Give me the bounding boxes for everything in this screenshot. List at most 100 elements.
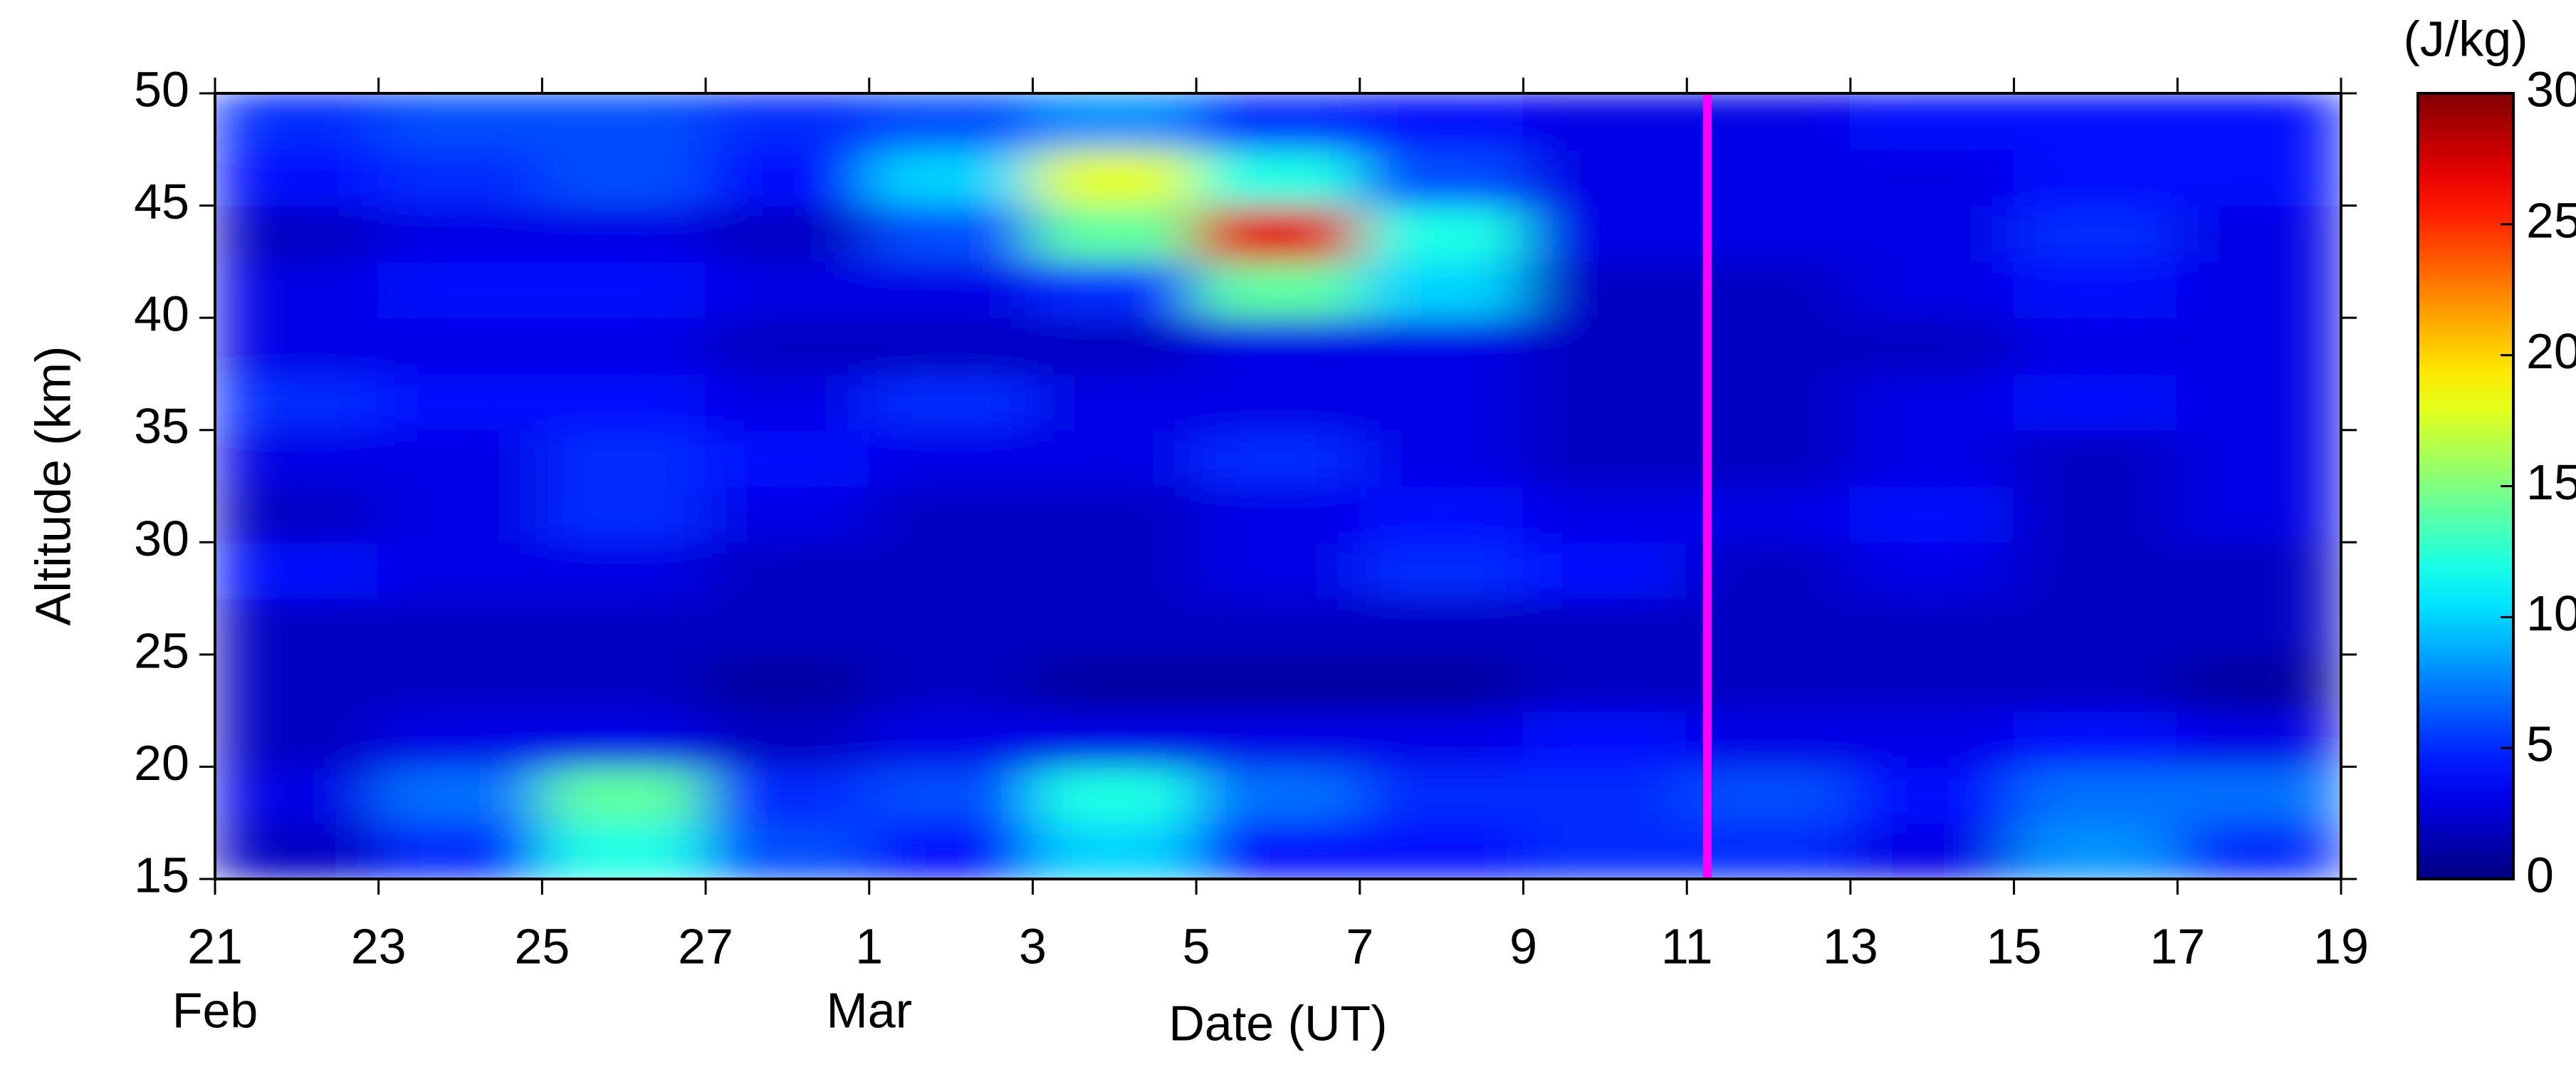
- cell: [1358, 204, 1524, 263]
- cell: [215, 541, 379, 600]
- colorbar-tick-label: 10: [2526, 586, 2576, 641]
- cell: [1849, 653, 2015, 712]
- cell: [1849, 373, 2015, 431]
- cell: [1849, 541, 2015, 600]
- cell: [2177, 429, 2341, 487]
- cell: [705, 261, 870, 319]
- cell: [541, 373, 707, 431]
- cell: [1358, 148, 1524, 207]
- cell: [1686, 766, 1851, 824]
- cell: [377, 373, 543, 431]
- cell: [1195, 541, 1361, 600]
- cell: [215, 709, 379, 768]
- cell: [1522, 204, 1688, 263]
- x-tick-label: 11: [1661, 918, 1713, 974]
- cell: [2177, 709, 2341, 768]
- cell: [1686, 709, 1851, 768]
- colorbar-label: (J/kg): [2404, 11, 2528, 66]
- cell: [1849, 148, 2015, 207]
- cell: [1849, 709, 2015, 768]
- cell: [868, 148, 1034, 207]
- cell: [1358, 317, 1524, 375]
- cell: [377, 485, 543, 543]
- cell: [1032, 653, 1198, 712]
- cell: [1686, 822, 1851, 879]
- cell: [1522, 822, 1688, 879]
- cell: [1686, 429, 1851, 487]
- cell: [1195, 598, 1361, 655]
- cell: [2013, 317, 2179, 375]
- cell: [1358, 653, 1524, 712]
- colorbar-tick-label: 15: [2526, 454, 2576, 510]
- cell: [1686, 541, 1851, 600]
- cell: [2013, 93, 2179, 150]
- cell: [2013, 148, 2179, 207]
- cell: [1849, 204, 2015, 263]
- y-tick-label: 30: [134, 511, 189, 566]
- cell: [868, 317, 1034, 375]
- cell: [705, 766, 870, 824]
- cell: [705, 822, 870, 879]
- cell: [377, 93, 543, 150]
- cell: [1032, 373, 1198, 431]
- cell: [1032, 429, 1198, 487]
- cell: [541, 709, 707, 768]
- cell: [1686, 148, 1851, 207]
- cell: [705, 653, 870, 712]
- cell: [1522, 373, 1688, 431]
- cell: [1032, 598, 1198, 655]
- cell: [705, 93, 870, 150]
- cell: [1849, 485, 2015, 543]
- cell: [541, 204, 707, 263]
- x-tick-label: 13: [1823, 918, 1878, 974]
- cell: [1686, 261, 1851, 319]
- cell: [215, 204, 379, 263]
- x-tick-label: 9: [1509, 918, 1537, 974]
- cell: [1195, 148, 1361, 207]
- cell: [1686, 93, 1851, 150]
- cell: [1195, 261, 1361, 319]
- cell: [215, 429, 379, 487]
- x-tick-label: 25: [514, 918, 570, 974]
- cell: [868, 261, 1034, 319]
- cell: [541, 822, 707, 879]
- cell: [868, 541, 1034, 600]
- x-tick-label: 5: [1183, 918, 1210, 974]
- cell: [1032, 541, 1198, 600]
- cell: [1195, 766, 1361, 824]
- cell: [1686, 598, 1851, 655]
- month-label: Mar: [826, 982, 912, 1038]
- cell: [2013, 261, 2179, 319]
- cell: [2177, 204, 2341, 263]
- cell: [215, 485, 379, 543]
- month-label: Feb: [172, 982, 258, 1038]
- x-tick-label: 21: [187, 918, 243, 974]
- cell: [377, 653, 543, 712]
- cell: [2177, 93, 2341, 150]
- cell: [377, 317, 543, 375]
- cell: [215, 317, 379, 375]
- cell: [377, 429, 543, 487]
- y-tick-label: 45: [134, 174, 189, 229]
- cell: [2177, 317, 2341, 375]
- field: [215, 93, 2341, 879]
- cell: [541, 429, 707, 487]
- cell: [1686, 317, 1851, 375]
- cell: [2177, 598, 2341, 655]
- x-tick-label: 17: [2150, 918, 2205, 974]
- cell: [1358, 766, 1524, 824]
- colorbar-tick-label: 5: [2526, 717, 2554, 772]
- cell: [705, 598, 870, 655]
- cell: [215, 822, 379, 879]
- cell: [705, 317, 870, 375]
- cell: [1358, 541, 1524, 600]
- cell: [1032, 261, 1198, 319]
- cell: [377, 261, 543, 319]
- cell: [2013, 709, 2179, 768]
- cell: [705, 541, 870, 600]
- cell: [541, 541, 707, 600]
- cell: [1849, 766, 2015, 824]
- x-tick-label: 27: [678, 918, 733, 974]
- cell: [1686, 485, 1851, 543]
